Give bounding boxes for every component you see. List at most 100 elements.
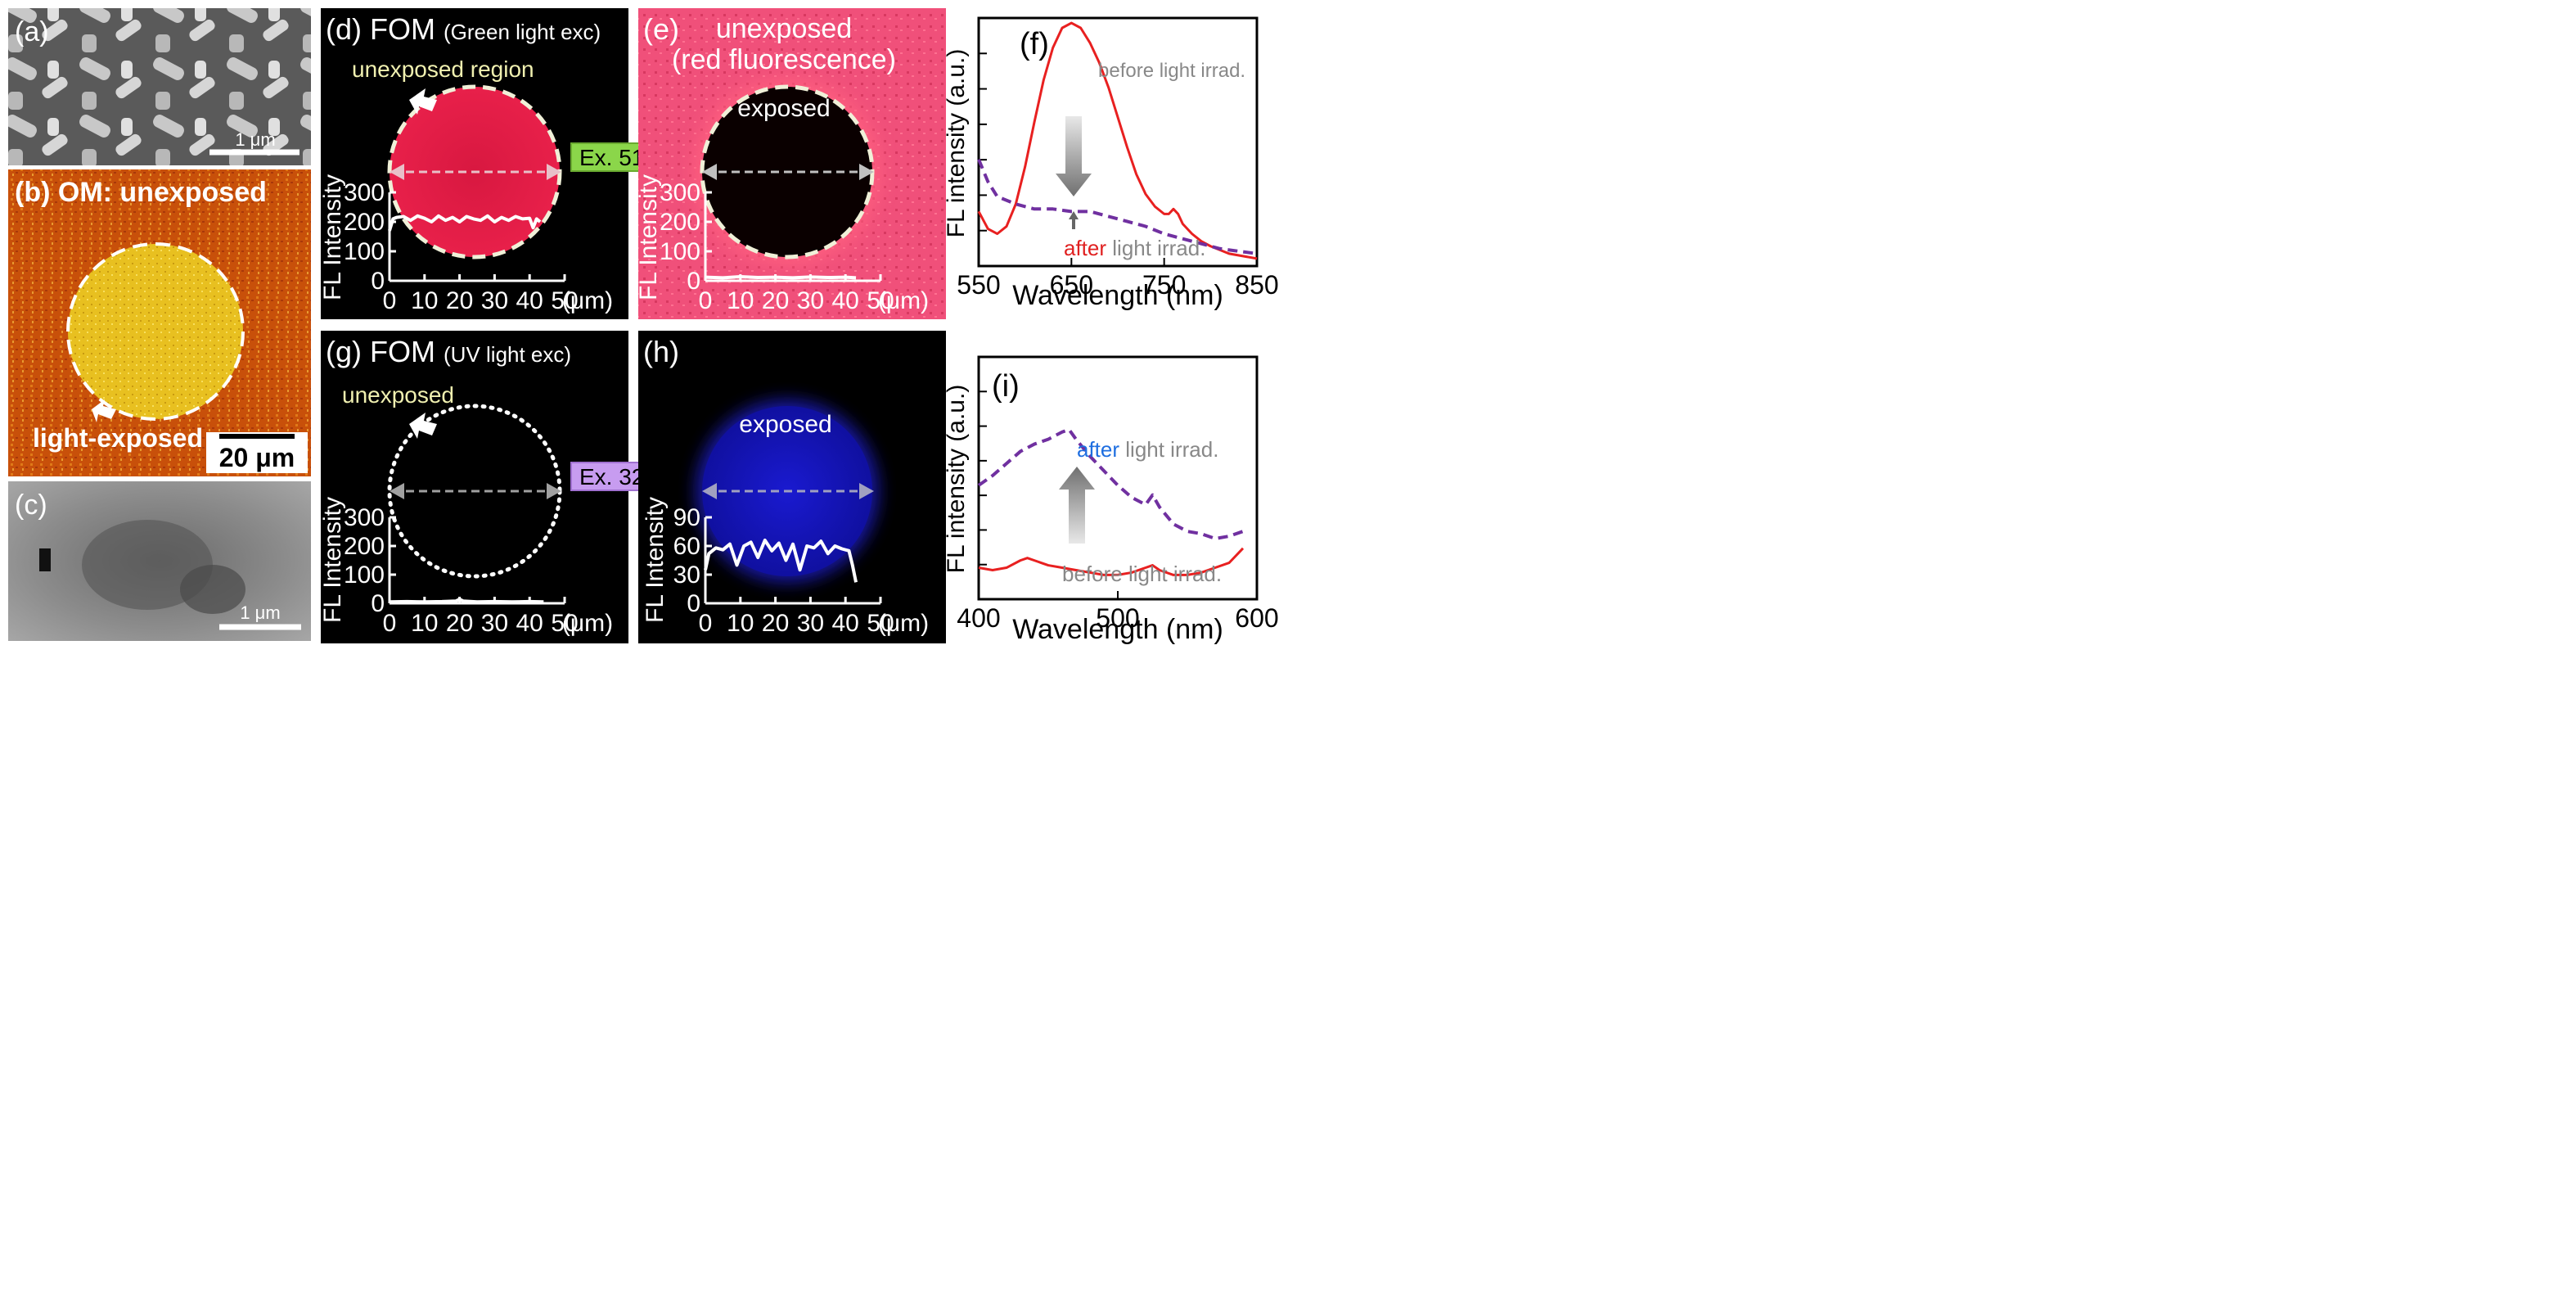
spectrum-plot-i: 400 500 600 Wavelength (nm) FL intensity (a.… — [943, 355, 1279, 645]
spectrum-line-f-0 — [977, 21, 1258, 260]
scale-bar-b — [219, 434, 295, 439]
x-tick-label-d: 20 — [446, 287, 473, 314]
profile-line-h — [704, 539, 858, 583]
x-label-f: Wavelength (nm) — [1012, 280, 1223, 311]
spectrum-line-i-1 — [978, 547, 1245, 576]
x-tick-label-f: 850 — [1235, 270, 1278, 300]
x-tick-label-g: 40 — [516, 610, 543, 637]
y-label-h: FL Intensity — [642, 497, 669, 623]
x-tick-label-d: 10 — [411, 287, 438, 314]
annotation-unexposed-g: unexposed — [342, 382, 454, 408]
panel-label-i: (i) — [992, 369, 1020, 404]
scale-bar-label-a: 1 μm — [235, 129, 275, 150]
panel-label-f: (f) — [1020, 27, 1049, 61]
x-tick-label-g: 10 — [411, 610, 438, 637]
region-outline-b — [66, 242, 245, 421]
y-tick-label-h: 0 — [687, 590, 700, 617]
scan-arrow-left-icon-e — [702, 164, 717, 180]
scan-arrow-left-icon-d — [390, 164, 404, 180]
y-label-f: FL intensity (a.u.) — [943, 49, 970, 238]
annotation-light-exposed: light-exposed — [33, 423, 203, 453]
exposed-region-b — [68, 244, 243, 419]
x-tick-label-d: 40 — [516, 287, 543, 314]
x-tick-label-h: 40 — [832, 610, 859, 637]
y-tick-label-e: 100 — [660, 238, 700, 265]
increase-arrow-icon-i — [1059, 467, 1095, 544]
y-tick-label-d: 0 — [371, 268, 385, 295]
profile-line-d — [388, 214, 542, 232]
scale-bar-box-b — [206, 432, 308, 473]
y-tick-label-e: 300 — [660, 179, 700, 206]
scale-bar-label-c: 1 μm — [240, 602, 280, 623]
y-tick-label-g: 100 — [344, 562, 385, 589]
panel-e: (e) unexposed (red fluorescence) exposed… — [635, 8, 946, 319]
y-tick-label-h: 30 — [673, 562, 700, 589]
y-tick-label-h: 60 — [673, 533, 700, 560]
y-tick-label-d: 200 — [344, 209, 385, 236]
y-tick-label-g: 300 — [344, 504, 385, 531]
annotation-exposed-e: exposed — [737, 95, 830, 122]
scan-arrow-right-icon-e — [859, 164, 874, 180]
x-tick-label-h: 20 — [762, 610, 789, 637]
label-before-i: before light irrad. — [1062, 562, 1222, 586]
scan-arrow-right-icon-d — [547, 164, 561, 180]
x-unit-d: (μm) — [562, 287, 613, 314]
y-label-e: FL Intensity — [635, 174, 662, 300]
label-after-f: after light irrad. — [1064, 236, 1205, 260]
sem-feature-c2 — [180, 565, 245, 614]
y-label-i: FL intensity (a.u.) — [943, 385, 970, 574]
spectrum-line-f-1 — [977, 158, 1258, 255]
panel-label-e: (e) — [643, 12, 679, 46]
x-tick-label-f: 750 — [1142, 270, 1186, 300]
spectrum-plot-f: 550 650 750 850 Wavelength (nm) FL intensity … — [943, 16, 1279, 311]
y-label-g: FL Intensity — [319, 497, 346, 623]
y-tick-label-g: 0 — [371, 590, 385, 617]
y-tick-label-d: 300 — [344, 179, 385, 206]
x-tick-label-e: 20 — [762, 287, 789, 314]
x-tick-label-i: 400 — [957, 603, 1000, 633]
x-unit-g: (μm) — [562, 610, 613, 637]
y-tick-label-h: 90 — [673, 504, 700, 531]
panel-b: (b) OM: unexposed light-exposed 20 μm — [8, 169, 311, 476]
sem-feature-c — [82, 520, 213, 610]
panel-label-c: (c) — [15, 490, 47, 521]
panel-c: (c) 1 μm — [8, 481, 311, 641]
pointer-arrow-icon-b — [92, 399, 116, 422]
y-tick-label-e: 200 — [660, 209, 700, 236]
x-tick-label-d: 0 — [383, 287, 397, 314]
small-arrow-icon-f — [1069, 211, 1079, 229]
title-e-line1: unexposed — [716, 13, 852, 44]
x-tick-label-e: 10 — [727, 287, 754, 314]
scan-arrow-left-icon-h — [702, 483, 717, 499]
pointer-arrow-icon-g — [409, 413, 437, 439]
y-tick-label-e: 0 — [687, 268, 700, 295]
y-tick-label-g: 200 — [344, 533, 385, 560]
x-tick-label-e: 0 — [699, 287, 713, 314]
sem-pore-c — [39, 548, 51, 571]
x-tick-label-d: 50 — [551, 287, 578, 314]
label-before-f: before light irrad. — [1098, 60, 1245, 82]
x-tick-label-f: 650 — [1050, 270, 1093, 300]
scan-arrow-left-icon-g — [390, 483, 404, 499]
y-label-d: FL Intensity — [319, 174, 346, 300]
annotation-unexposed-region: unexposed region — [352, 56, 534, 82]
x-tick-label-h: 0 — [699, 610, 713, 637]
x-tick-label-g: 0 — [383, 610, 397, 637]
x-tick-label-h: 30 — [797, 610, 824, 637]
x-tick-label-h: 50 — [867, 610, 894, 637]
panel-label-a: (a) — [15, 16, 49, 47]
x-tick-label-e: 50 — [867, 287, 894, 314]
x-tick-label-f: 550 — [957, 270, 1000, 300]
annotation-exposed-h: exposed — [739, 411, 831, 438]
x-tick-label-h: 10 — [727, 610, 754, 637]
scan-arrow-right-icon-h — [859, 483, 874, 499]
x-tick-label-i: 600 — [1235, 603, 1278, 633]
spectrum-line-i-0 — [977, 427, 1244, 540]
x-tick-label-e: 30 — [797, 287, 824, 314]
panel-d: (d) FOM (Green light exc) unexposed regi… — [319, 8, 628, 319]
